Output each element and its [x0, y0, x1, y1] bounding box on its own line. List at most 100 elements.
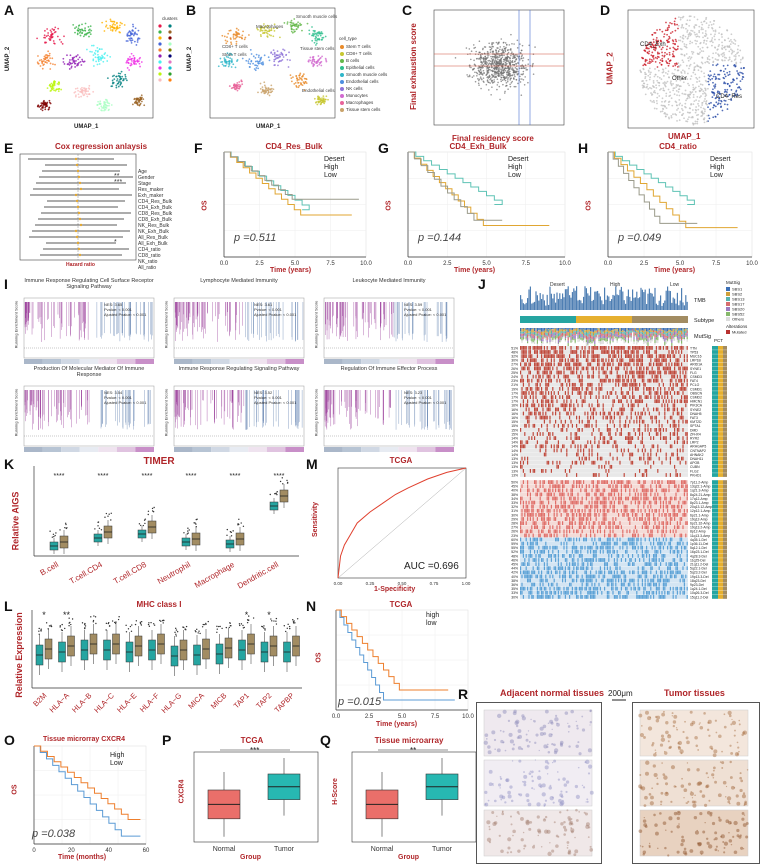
umap-point: [91, 44, 93, 47]
mutsig-bar: [536, 328, 538, 332]
umap-point: [734, 53, 737, 56]
mutsig-bar: [555, 335, 557, 340]
legend-swatch: [340, 59, 344, 63]
scatter-point: [482, 60, 485, 63]
heatmap-cell: [536, 346, 538, 350]
umap-point: [137, 98, 140, 101]
mutsig-bar: [555, 339, 557, 344]
umap-point: [119, 83, 122, 85]
mutsig-bar: [553, 335, 555, 336]
heatmap-cell: [661, 358, 663, 363]
scatter-point: [497, 73, 500, 75]
umap-point: [282, 56, 285, 58]
mutsig-bar: [598, 341, 600, 344]
umap-point: [270, 87, 273, 90]
umap-point: [706, 37, 709, 40]
mutsig-bar: [591, 331, 593, 333]
mutsig-bar: [678, 342, 680, 344]
heatmap-cell: [529, 346, 531, 350]
heatmap-cell: [647, 354, 649, 358]
umap-point: [317, 34, 320, 37]
umap-point: [316, 103, 319, 106]
mutsig-bar: [647, 335, 649, 339]
umap-point: [234, 37, 237, 40]
umap-point: [230, 87, 233, 90]
umap-point: [50, 31, 53, 33]
umap-point: [241, 57, 244, 60]
scatter-point: [523, 67, 526, 70]
mutsig-bar: [647, 328, 649, 332]
umap-point: [104, 101, 107, 104]
umap-point: [682, 81, 685, 84]
scatter-point: [492, 42, 495, 44]
umap-point: [694, 24, 697, 26]
legend-item: SBS1: [732, 287, 743, 292]
umap-point: [46, 87, 49, 90]
umap-point: [295, 28, 298, 30]
umap-point: [111, 29, 114, 31]
mutsig-bar: [679, 328, 681, 331]
scatter-point: [527, 63, 529, 65]
heatmap-cell: [574, 350, 576, 354]
mutsig-bar: [525, 336, 527, 338]
mutsig-bar: [535, 328, 537, 329]
umap-point: [652, 48, 655, 51]
mutsig-bar: [674, 329, 676, 331]
heatmap-cell: [556, 354, 558, 358]
tmb-bar: [606, 295, 608, 310]
mutsig-bar: [640, 333, 642, 337]
mutsig-bar: [573, 339, 575, 341]
rank-bar: [285, 359, 304, 364]
tmb-bar: [560, 298, 562, 310]
scatter-point: [513, 71, 515, 73]
scatter-point: [513, 43, 515, 45]
umap-point: [290, 80, 293, 83]
scatter-point: [495, 76, 498, 78]
scatter-point: [485, 61, 487, 64]
scatter-point: [527, 58, 530, 61]
umap-point: [656, 29, 658, 31]
umap-point: [296, 79, 299, 82]
umap-point: [75, 26, 78, 28]
umap-point: [115, 86, 118, 89]
scatter-point: [503, 75, 506, 78]
umap-point: [714, 29, 717, 32]
scatter-point: [486, 72, 489, 74]
legend-swatch: [726, 312, 730, 316]
mutsig-bar: [581, 337, 583, 341]
umap-point: [730, 52, 733, 55]
umap-point: [44, 101, 47, 104]
heatmap-cell: [553, 350, 555, 354]
umap-point: [88, 31, 91, 34]
mutsig-bar: [584, 336, 586, 338]
umap-point: [697, 102, 699, 105]
mutsig-bar: [648, 328, 650, 331]
mutsig-bar: [682, 328, 684, 330]
umap-point: [250, 60, 253, 63]
umap-point: [701, 110, 704, 113]
scatter-point: [520, 78, 523, 80]
mutsig-bar: [578, 331, 580, 333]
umap-point: [664, 105, 667, 108]
heatmap-cell: [658, 354, 660, 358]
umap-point: [235, 87, 238, 90]
mutsig-bar: [521, 340, 523, 343]
mutsig-bar: [567, 342, 569, 347]
mutsig-bar: [538, 330, 540, 332]
umap-point: [706, 60, 708, 63]
umap-point: [675, 74, 678, 77]
umap-point: [110, 104, 113, 106]
umap-point: [697, 105, 700, 107]
umap-point: [683, 54, 686, 57]
umap-point: [667, 70, 670, 73]
heatmap-cell: [535, 362, 537, 367]
scatter-point: [499, 68, 501, 71]
legend-swatch: [158, 78, 162, 82]
mutsig-bar: [641, 334, 643, 339]
mutsig-bar: [675, 329, 677, 332]
mutsig-bar: [548, 332, 550, 336]
mutsig-bar: [531, 338, 533, 342]
umap-point: [42, 105, 44, 108]
scatter-point: [521, 54, 523, 56]
umap-point: [74, 27, 76, 30]
